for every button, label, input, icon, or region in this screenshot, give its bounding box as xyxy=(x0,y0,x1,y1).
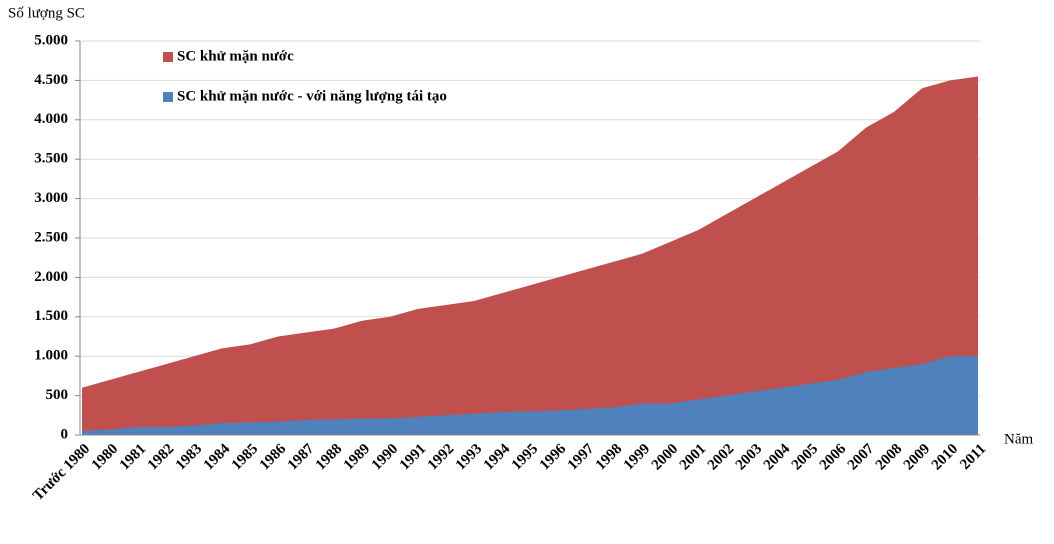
y-tick-label: 1.000 xyxy=(34,348,68,364)
legend-swatch xyxy=(163,52,173,62)
y-tick-label: 500 xyxy=(46,387,69,403)
y-tick-label: 5.000 xyxy=(34,32,68,48)
y-axis-title: Số lượng SC xyxy=(8,5,85,21)
x-tick-label: 2008 xyxy=(873,441,906,474)
y-tick-label: 4.000 xyxy=(34,111,68,127)
x-tick-label: 1991 xyxy=(397,441,430,474)
legend-label: SC khử mặn nước xyxy=(177,48,294,64)
x-tick-label: 1988 xyxy=(313,441,346,474)
x-tick-label: 1995 xyxy=(509,441,542,474)
x-tick-label: Trước 1980 xyxy=(30,441,93,504)
y-tick-label: 0 xyxy=(61,426,69,442)
y-tick-label: 3.500 xyxy=(34,151,68,167)
y-tick-label: 2.500 xyxy=(34,229,68,245)
x-tick-label: 2006 xyxy=(817,441,850,474)
x-tick-label: 1986 xyxy=(257,441,290,474)
x-tick-label: 1982 xyxy=(145,441,178,474)
x-tick-label: 1980 xyxy=(89,441,122,474)
x-tick-label: 2011 xyxy=(957,441,989,473)
x-tick-label: 2003 xyxy=(733,441,766,474)
x-axis-title: Năm xyxy=(1004,431,1033,447)
x-tick-label: 1996 xyxy=(537,441,570,474)
x-tick-label: 1984 xyxy=(201,441,234,474)
area xyxy=(82,356,978,435)
x-tick-label: 2009 xyxy=(901,441,934,474)
y-tick-label: 1.500 xyxy=(34,308,68,324)
x-tick-label: 2005 xyxy=(789,441,822,474)
x-tick-label: 1998 xyxy=(593,441,626,474)
x-tick-label: 2007 xyxy=(845,441,878,474)
x-tick-label: 1983 xyxy=(173,441,206,474)
x-tick-label: 1993 xyxy=(453,441,486,474)
x-tick-label: 1989 xyxy=(341,441,374,474)
y-tick-label: 3.000 xyxy=(34,190,68,206)
x-tick-label: 2004 xyxy=(761,441,794,474)
legend-label: SC khử mặn nước - với năng lượng tái tạo xyxy=(177,88,447,104)
y-tick-label: 2.000 xyxy=(34,269,68,285)
x-tick-label: 2000 xyxy=(649,441,682,474)
x-tick-label: 1987 xyxy=(285,441,318,474)
x-tick-label: 1999 xyxy=(621,441,654,474)
x-tick-label: 1997 xyxy=(565,441,598,474)
x-tick-label: 2002 xyxy=(705,441,738,474)
x-tick-label: 1992 xyxy=(425,441,458,474)
area xyxy=(82,76,978,436)
x-tick-label: 1981 xyxy=(117,441,150,474)
x-tick-label: 2010 xyxy=(929,441,962,474)
x-tick-label: 1994 xyxy=(481,441,514,474)
x-tick-label: 1990 xyxy=(369,441,402,474)
legend-swatch xyxy=(163,92,173,102)
x-tick-label: 2001 xyxy=(677,441,710,474)
x-tick-label: 1985 xyxy=(229,441,262,474)
y-tick-label: 4.500 xyxy=(34,72,68,88)
